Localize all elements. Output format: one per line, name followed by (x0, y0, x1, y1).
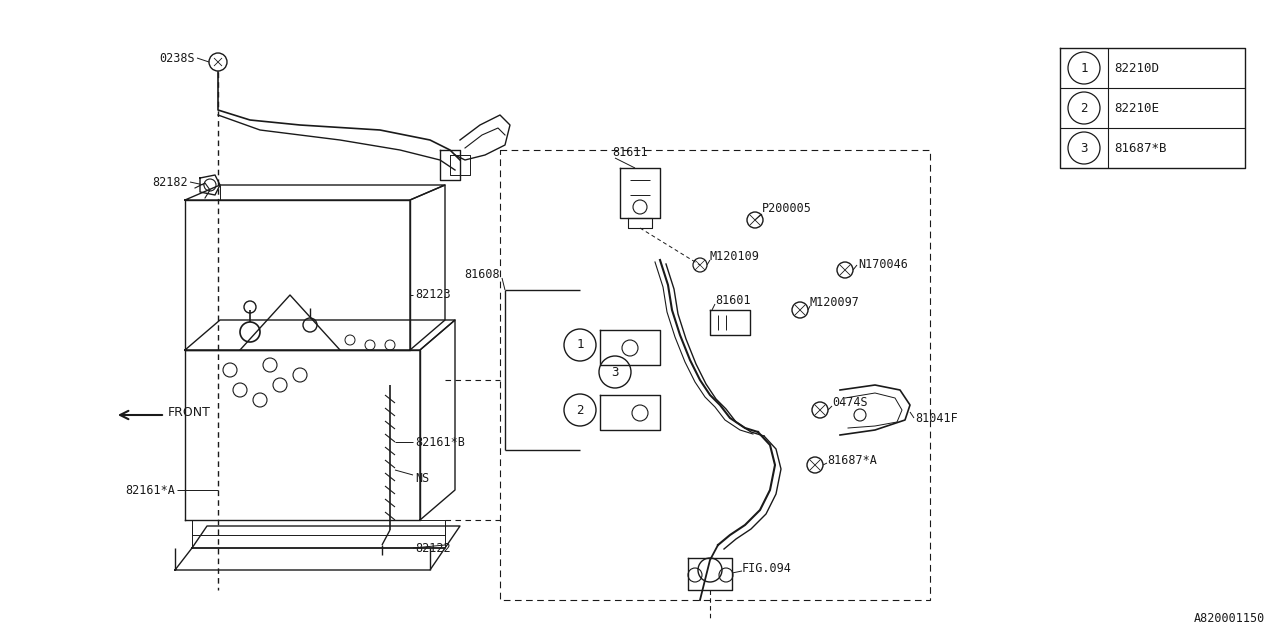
Text: P200005: P200005 (762, 202, 812, 214)
Text: 3: 3 (612, 365, 618, 378)
Text: 1: 1 (1080, 61, 1088, 74)
Text: 2: 2 (1080, 102, 1088, 115)
Text: 81687*A: 81687*A (827, 454, 877, 467)
Text: 81611: 81611 (612, 145, 648, 159)
Text: 2: 2 (576, 403, 584, 417)
Text: 81601: 81601 (716, 294, 750, 307)
Text: 3: 3 (1080, 141, 1088, 154)
Text: A820001150: A820001150 (1194, 612, 1265, 625)
Text: 82210D: 82210D (1114, 61, 1158, 74)
Text: M120109: M120109 (710, 250, 760, 262)
Text: 82210E: 82210E (1114, 102, 1158, 115)
Text: 82161*A: 82161*A (125, 483, 175, 497)
Text: FIG.094: FIG.094 (742, 561, 792, 575)
Text: 82122: 82122 (415, 541, 451, 554)
Text: 82182: 82182 (152, 175, 188, 189)
Text: 82161*B: 82161*B (415, 435, 465, 449)
Text: M120097: M120097 (810, 296, 860, 308)
Text: 1: 1 (576, 339, 584, 351)
Text: 81608: 81608 (465, 269, 500, 282)
Text: NS: NS (415, 472, 429, 484)
Text: 81041F: 81041F (915, 412, 957, 424)
Text: FRONT: FRONT (168, 406, 211, 419)
Text: 0238S: 0238S (160, 51, 195, 65)
Text: 82123: 82123 (415, 289, 451, 301)
Text: 81687*B: 81687*B (1114, 141, 1166, 154)
Text: 0474S: 0474S (832, 397, 868, 410)
Text: N170046: N170046 (858, 259, 908, 271)
